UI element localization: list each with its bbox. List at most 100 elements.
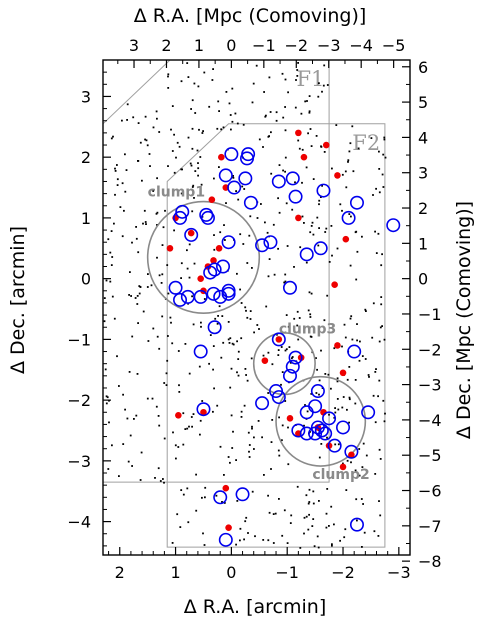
blue-point bbox=[271, 174, 286, 189]
background-dot bbox=[150, 284, 153, 287]
background-dot bbox=[241, 185, 244, 188]
background-dot bbox=[199, 156, 202, 158]
background-dot bbox=[325, 227, 328, 230]
background-dot bbox=[308, 291, 311, 294]
background-dot bbox=[126, 119, 128, 121]
background-dot bbox=[158, 424, 161, 427]
background-dot bbox=[367, 374, 370, 376]
background-dot bbox=[114, 170, 117, 172]
background-dot bbox=[164, 209, 166, 212]
blue-point bbox=[255, 396, 270, 411]
background-dot bbox=[113, 222, 115, 225]
blue-point bbox=[316, 183, 331, 198]
left-tick-label: −4 bbox=[67, 513, 91, 532]
background-dot bbox=[173, 133, 175, 136]
background-dot bbox=[361, 235, 363, 238]
background-dot bbox=[109, 280, 112, 283]
background-dot bbox=[156, 211, 159, 214]
background-dot bbox=[167, 87, 170, 89]
background-dot bbox=[123, 209, 125, 212]
background-dot bbox=[297, 62, 299, 64]
background-dot bbox=[171, 342, 174, 345]
background-dot bbox=[197, 174, 199, 177]
background-dot bbox=[284, 170, 286, 173]
background-dot bbox=[377, 395, 379, 398]
background-dot bbox=[384, 156, 387, 159]
background-dot bbox=[247, 532, 249, 534]
background-dot bbox=[341, 209, 343, 212]
background-dot bbox=[304, 404, 306, 406]
background-dot bbox=[285, 202, 288, 205]
background-dot bbox=[383, 136, 386, 139]
background-dot bbox=[359, 340, 361, 343]
blue-point bbox=[285, 171, 300, 186]
background-dot bbox=[161, 273, 164, 276]
background-dot bbox=[137, 251, 140, 254]
background-dot bbox=[333, 416, 336, 419]
left-tick-label: −2 bbox=[67, 391, 91, 410]
background-dot bbox=[124, 408, 126, 411]
background-dot bbox=[380, 296, 383, 298]
right-tick-label: −5 bbox=[418, 446, 442, 465]
background-dot bbox=[192, 323, 195, 326]
background-dot bbox=[182, 412, 185, 415]
background-dot bbox=[124, 153, 126, 156]
background-dot bbox=[328, 261, 331, 263]
background-dot bbox=[156, 256, 158, 259]
blue-point bbox=[341, 210, 356, 225]
background-dot bbox=[362, 503, 364, 505]
blue-point bbox=[168, 280, 183, 295]
background-dot bbox=[287, 463, 290, 466]
background-dot bbox=[378, 500, 380, 502]
background-dot bbox=[291, 208, 294, 211]
blue-point bbox=[238, 171, 253, 186]
background-dot bbox=[305, 166, 308, 169]
right-tick-label: 4 bbox=[418, 128, 428, 147]
background-dot bbox=[187, 136, 190, 139]
background-dot bbox=[377, 232, 380, 235]
background-dot bbox=[231, 342, 234, 345]
background-dot bbox=[293, 266, 295, 268]
background-dot bbox=[282, 169, 284, 172]
background-dot bbox=[135, 414, 138, 417]
field-label-f2: F2 bbox=[352, 131, 380, 155]
background-dot bbox=[312, 490, 315, 493]
background-dot bbox=[351, 338, 354, 341]
blue-point bbox=[235, 487, 250, 502]
background-dot bbox=[281, 424, 284, 427]
blue-point bbox=[200, 210, 215, 225]
background-dot bbox=[201, 496, 203, 499]
background-dot bbox=[318, 203, 320, 206]
background-dot bbox=[131, 241, 133, 244]
top-tick-label: 0 bbox=[226, 36, 236, 55]
background-dot bbox=[230, 367, 233, 370]
background-dot bbox=[178, 391, 181, 393]
background-dot bbox=[232, 343, 235, 346]
background-dot bbox=[284, 106, 286, 108]
background-dot bbox=[349, 264, 352, 267]
background-dot bbox=[105, 279, 108, 282]
background-dot bbox=[242, 123, 245, 126]
field-outline-f1 bbox=[103, 60, 330, 483]
blue-point bbox=[207, 320, 222, 335]
background-dot bbox=[361, 355, 364, 357]
background-dot bbox=[174, 444, 177, 447]
background-dot bbox=[274, 512, 277, 515]
background-dot bbox=[212, 68, 214, 70]
clump-label-clump2: clump2 bbox=[312, 467, 369, 483]
left-tick-label: 0 bbox=[81, 270, 91, 289]
background-dot bbox=[256, 324, 259, 326]
background-dot bbox=[208, 362, 210, 365]
background-dot bbox=[310, 393, 313, 395]
blue-points-series bbox=[168, 147, 401, 547]
blue-point bbox=[193, 289, 208, 304]
background-dot bbox=[184, 343, 187, 345]
background-dot bbox=[296, 75, 299, 77]
background-dot bbox=[166, 359, 169, 362]
background-dot bbox=[318, 82, 320, 85]
background-dot bbox=[281, 72, 284, 75]
background-dot bbox=[384, 412, 386, 415]
background-dot bbox=[219, 231, 222, 234]
background-dot bbox=[263, 474, 265, 476]
background-dot bbox=[197, 167, 200, 170]
